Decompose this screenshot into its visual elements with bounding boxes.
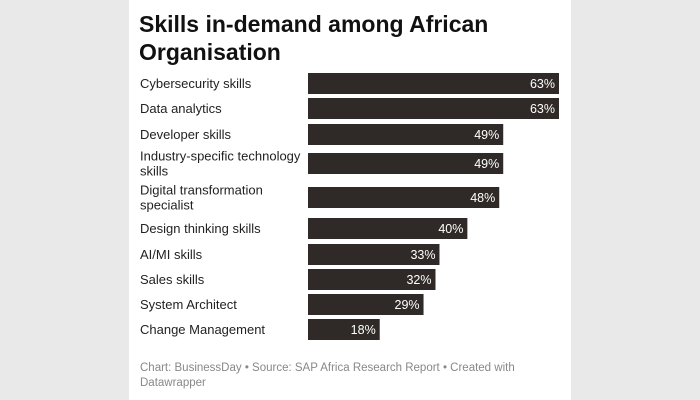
bar xyxy=(308,244,440,265)
category-label: Industry-specific technology skills xyxy=(140,149,301,179)
category-label-line: skills xyxy=(140,164,169,179)
bar xyxy=(308,187,500,208)
category-label: Data analytics xyxy=(140,101,222,116)
category-label-line: System Architect xyxy=(140,297,237,312)
bar xyxy=(308,124,504,145)
category-label: Developer skills xyxy=(140,127,232,142)
bar-chart: Cybersecurity skills 63% Data analytics 63%… xyxy=(140,73,559,340)
bar-value-label: 33% xyxy=(410,248,435,262)
bar-value-label: 63% xyxy=(530,102,555,116)
category-label-line: Developer skills xyxy=(140,127,232,142)
bar xyxy=(308,319,380,340)
category-label-line: AI/MI skills xyxy=(140,247,203,262)
category-label: Change Management xyxy=(140,322,265,337)
category-label: Cybersecurity skills xyxy=(140,76,252,91)
bar xyxy=(308,73,559,94)
bar xyxy=(308,98,559,119)
category-label-line: Cybersecurity skills xyxy=(140,76,252,91)
category-label-line: Design thinking skills xyxy=(140,221,261,236)
category-label: System Architect xyxy=(140,297,237,312)
category-label-line: Data analytics xyxy=(140,101,222,116)
bar xyxy=(308,153,504,174)
bar-value-label: 48% xyxy=(470,191,495,205)
category-label: Design thinking skills xyxy=(140,221,261,236)
category-label: AI/MI skills xyxy=(140,247,203,262)
category-label: Digital transformation specialist xyxy=(140,183,263,213)
bar-value-label: 32% xyxy=(406,273,431,287)
category-label-line: Industry-specific technology xyxy=(140,149,301,164)
category-label-line: Sales skills xyxy=(140,272,205,287)
chart-card: Skills in-demand among African Organisat… xyxy=(129,0,571,400)
category-label: Sales skills xyxy=(140,272,205,287)
chart-source-note: Chart: BusinessDay • Source: SAP Africa … xyxy=(140,362,515,389)
bar-value-label: 18% xyxy=(351,323,376,337)
category-label-line: Digital transformation xyxy=(140,183,263,198)
bar xyxy=(308,218,468,239)
bar-value-label: 40% xyxy=(438,222,463,236)
bar-value-label: 29% xyxy=(395,298,420,312)
bar-value-label: 49% xyxy=(474,157,499,171)
category-label-line: Change Management xyxy=(140,322,265,337)
category-label-line: specialist xyxy=(140,198,194,213)
bar-value-label: 49% xyxy=(474,128,499,142)
bar xyxy=(308,269,436,290)
chart-title: Skills in-demand among African Organisat… xyxy=(139,11,489,65)
bar xyxy=(308,294,424,315)
bar-value-label: 63% xyxy=(530,77,555,91)
